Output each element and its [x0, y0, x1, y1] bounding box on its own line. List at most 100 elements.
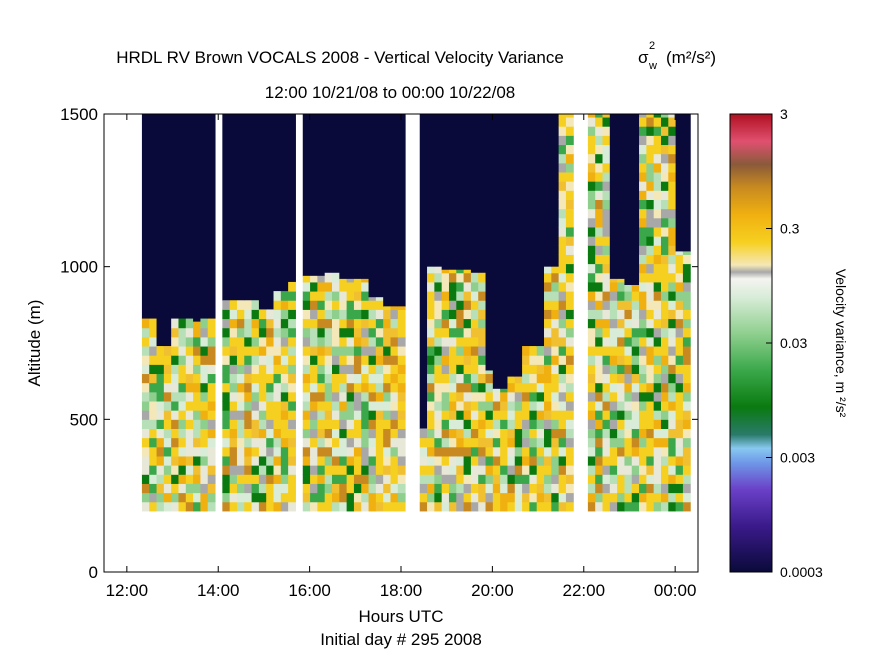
heatmap-cell	[478, 281, 487, 292]
heatmap-cell	[624, 401, 633, 411]
heatmap-cell	[529, 437, 538, 448]
heatmap-cell	[522, 419, 530, 429]
heatmap-cell	[244, 492, 253, 503]
heatmap-cell	[368, 346, 377, 356]
heatmap-cell	[639, 199, 647, 210]
heatmap-cell	[193, 492, 201, 503]
heatmap-cell	[463, 428, 472, 439]
heatmap-cell	[368, 382, 377, 393]
heatmap-cell	[141, 391, 150, 402]
y-tick-label: 500	[70, 410, 98, 429]
heatmap-cell	[244, 382, 253, 393]
heatmap-cell	[258, 391, 267, 402]
heatmap-cell	[522, 474, 530, 484]
heatmap-cell	[602, 428, 611, 439]
heatmap-cell	[141, 373, 150, 384]
heatmap-cell	[302, 474, 311, 484]
heatmap-cell	[675, 254, 684, 265]
heatmap-cell	[448, 281, 457, 292]
heatmap-cell	[171, 492, 179, 503]
x-tick-label: 20:00	[471, 581, 514, 600]
heatmap-cell	[514, 410, 523, 420]
heatmap-cell	[383, 355, 391, 365]
heatmap-cell	[368, 474, 377, 484]
heatmap-cell	[587, 446, 596, 457]
heatmap-cell	[587, 474, 596, 484]
heatmap-cell	[149, 410, 158, 420]
heatmap-cell	[587, 492, 596, 503]
heatmap-cell	[682, 346, 691, 356]
heatmap-cell	[273, 410, 282, 420]
heatmap-cell	[280, 391, 289, 402]
heatmap-cell	[595, 135, 604, 146]
heatmap-cell	[617, 309, 625, 320]
heatmap-cell	[536, 114, 545, 347]
heatmap-cell	[236, 401, 245, 411]
heatmap-cell	[353, 327, 362, 338]
heatmap-cell	[668, 419, 677, 429]
heatmap-cell	[624, 309, 633, 320]
heatmap-cell	[587, 263, 596, 274]
heatmap-cell	[631, 346, 640, 356]
heatmap-cell	[163, 114, 172, 347]
heatmap-cell	[280, 300, 289, 310]
heatmap-cell	[470, 382, 479, 393]
heatmap-cell	[602, 217, 611, 228]
heatmap-cell	[346, 483, 355, 494]
heatmap-cell	[368, 327, 377, 338]
heatmap-cell	[660, 117, 669, 127]
heatmap-cell	[339, 300, 348, 310]
heatmap-cell	[368, 437, 377, 448]
heatmap-cell	[317, 465, 326, 475]
heatmap-cell	[310, 373, 318, 384]
heatmap-cell	[193, 327, 201, 338]
heatmap-cell	[507, 401, 516, 411]
heatmap-cell	[536, 483, 545, 494]
heatmap-cell	[288, 355, 296, 365]
heatmap-cell	[602, 346, 611, 356]
heatmap-cell	[668, 318, 677, 329]
heatmap-cell	[163, 455, 172, 466]
heatmap-cell	[419, 492, 428, 503]
heatmap-cell	[427, 401, 435, 411]
heatmap-cell	[310, 492, 318, 503]
heatmap-cell	[280, 114, 289, 292]
heatmap-cell	[631, 373, 640, 384]
heatmap-cell	[514, 492, 523, 503]
heatmap-cell	[544, 428, 552, 439]
heatmap-cell	[288, 483, 296, 494]
heatmap-cell	[544, 465, 552, 475]
heatmap-cell	[251, 391, 260, 402]
heatmap-cell	[163, 483, 172, 494]
heatmap-cell	[222, 346, 231, 356]
heatmap-cell	[544, 309, 552, 320]
heatmap-cell	[149, 474, 158, 484]
heatmap-cell	[178, 355, 187, 365]
heatmap-cell	[529, 492, 538, 503]
heatmap-cell	[207, 364, 216, 375]
colorbar-tick-label: 3	[780, 106, 788, 122]
heatmap-cell	[280, 318, 289, 329]
heatmap-cell	[485, 492, 494, 503]
heatmap-cell	[646, 300, 655, 310]
heatmap-cell	[383, 483, 391, 494]
heatmap-cell	[448, 114, 457, 271]
heatmap-cell	[565, 346, 574, 356]
heatmap-cell	[558, 336, 567, 347]
heatmap-cell	[193, 364, 201, 375]
heatmap-cell	[427, 272, 435, 283]
heatmap-cell	[544, 281, 552, 292]
heatmap-cell	[639, 126, 647, 136]
heatmap-cell	[448, 492, 457, 503]
heatmap-cell	[478, 364, 487, 375]
heatmap-cell	[200, 428, 209, 439]
heatmap-cell	[390, 373, 399, 384]
heatmap-cell	[178, 114, 187, 320]
heatmap-cell	[682, 492, 691, 503]
heatmap-cell	[361, 428, 370, 439]
heatmap-cell	[660, 181, 669, 191]
heatmap-cell	[339, 327, 348, 338]
heatmap-cell	[193, 401, 201, 411]
heatmap-cell	[544, 410, 552, 420]
heatmap-cell	[587, 190, 596, 200]
